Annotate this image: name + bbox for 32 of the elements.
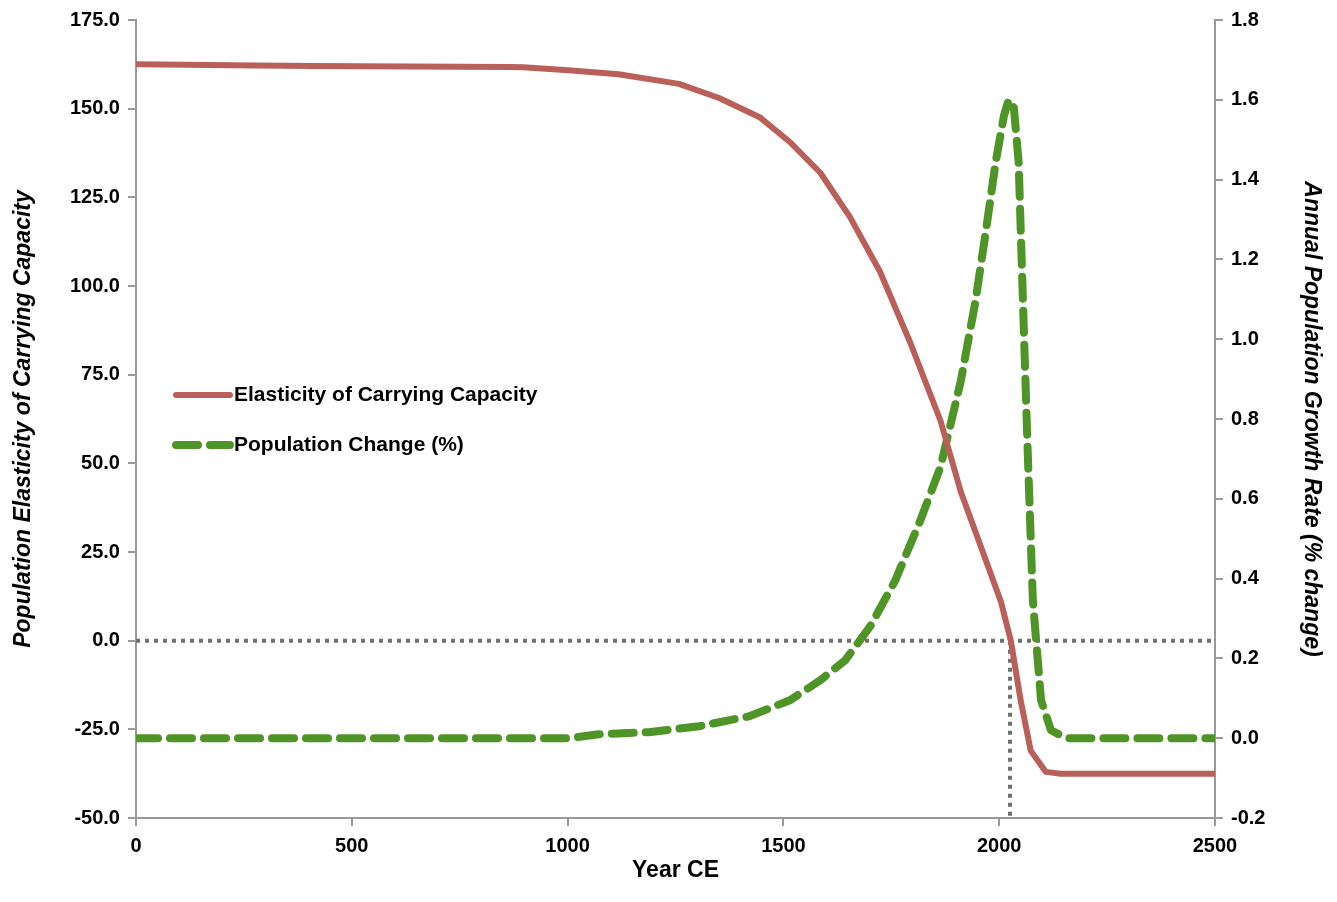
y-tick-label: 50.0 — [81, 450, 120, 473]
x-tick-label: 2000 — [976, 833, 1022, 856]
x-tick-label: 0 — [130, 833, 142, 856]
x-tick-label: 500 — [335, 833, 369, 856]
legend-label: Elasticity of Carrying Capacity — [234, 381, 538, 405]
y2-tick-label: 1.0 — [1231, 326, 1259, 349]
y2-tick-label: -0.2 — [1231, 805, 1266, 828]
y-tick-label: -50.0 — [74, 805, 120, 828]
y2-tick-label: 0.0 — [1231, 725, 1259, 748]
y2-tick-label: 0.8 — [1231, 406, 1259, 429]
y-tick-label: 125.0 — [69, 184, 120, 207]
y-tick-label: 25.0 — [81, 539, 120, 562]
x-tick-label: 1000 — [545, 833, 590, 856]
legend-label: Population Change (%) — [234, 431, 464, 455]
y2-tick-label: 0.2 — [1231, 645, 1259, 668]
x-tick-label: 2500 — [1192, 833, 1238, 856]
x-tick-label: 1500 — [761, 833, 806, 856]
y-tick-label: 75.0 — [81, 362, 120, 385]
y2-tick-label: 0.4 — [1231, 566, 1260, 589]
x-axis-title: Year CE — [632, 855, 719, 882]
y2-axis-title: Annual Population Growth Rate (% change) — [1299, 180, 1326, 657]
y2-tick-label: 1.6 — [1231, 87, 1259, 110]
y-tick-label: 0.0 — [92, 628, 120, 651]
y-axis-title: Population Elasticity of Carrying Capacity — [9, 189, 36, 648]
y-tick-label: 150.0 — [69, 96, 120, 119]
y2-tick-label: 1.8 — [1231, 7, 1259, 30]
y-tick-label: 100.0 — [69, 273, 120, 296]
y-tick-label: 175.0 — [69, 7, 120, 30]
y2-tick-label: 0.6 — [1231, 486, 1259, 509]
y-tick-label: -25.0 — [74, 716, 120, 739]
y2-tick-label: 1.4 — [1231, 167, 1260, 190]
y2-tick-label: 1.2 — [1231, 246, 1259, 269]
